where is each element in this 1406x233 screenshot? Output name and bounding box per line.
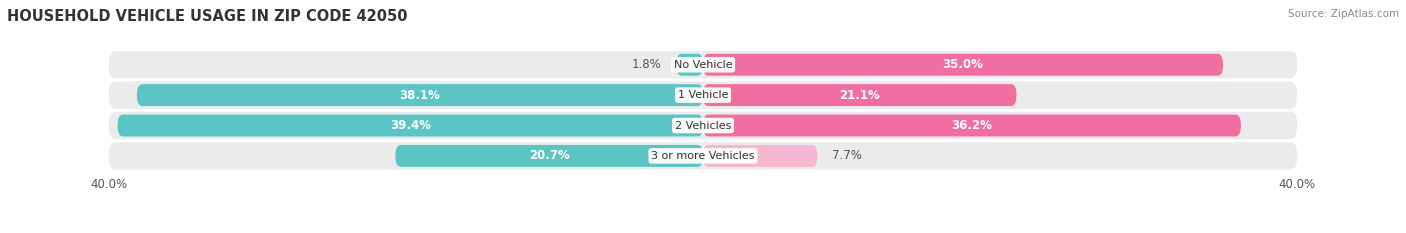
FancyBboxPatch shape: [395, 145, 703, 167]
Text: 35.0%: 35.0%: [942, 58, 983, 71]
Text: 38.1%: 38.1%: [399, 89, 440, 102]
FancyBboxPatch shape: [703, 115, 1241, 137]
FancyBboxPatch shape: [108, 142, 1298, 170]
FancyBboxPatch shape: [118, 115, 703, 137]
Text: 36.2%: 36.2%: [952, 119, 993, 132]
Text: 7.7%: 7.7%: [832, 149, 862, 162]
Text: 1.8%: 1.8%: [631, 58, 661, 71]
Text: 3 or more Vehicles: 3 or more Vehicles: [651, 151, 755, 161]
FancyBboxPatch shape: [703, 145, 817, 167]
FancyBboxPatch shape: [108, 112, 1298, 139]
FancyBboxPatch shape: [703, 84, 1017, 106]
FancyBboxPatch shape: [108, 82, 1298, 109]
FancyBboxPatch shape: [703, 54, 1223, 76]
Text: Source: ZipAtlas.com: Source: ZipAtlas.com: [1288, 9, 1399, 19]
Text: 39.4%: 39.4%: [389, 119, 430, 132]
Text: 40.0%: 40.0%: [90, 178, 127, 191]
Text: No Vehicle: No Vehicle: [673, 60, 733, 70]
Text: 2 Vehicles: 2 Vehicles: [675, 120, 731, 130]
Text: 40.0%: 40.0%: [1279, 178, 1316, 191]
Text: HOUSEHOLD VEHICLE USAGE IN ZIP CODE 42050: HOUSEHOLD VEHICLE USAGE IN ZIP CODE 4205…: [7, 9, 408, 24]
Text: 20.7%: 20.7%: [529, 149, 569, 162]
FancyBboxPatch shape: [676, 54, 703, 76]
Text: 21.1%: 21.1%: [839, 89, 880, 102]
Text: 1 Vehicle: 1 Vehicle: [678, 90, 728, 100]
FancyBboxPatch shape: [108, 51, 1298, 79]
FancyBboxPatch shape: [136, 84, 703, 106]
